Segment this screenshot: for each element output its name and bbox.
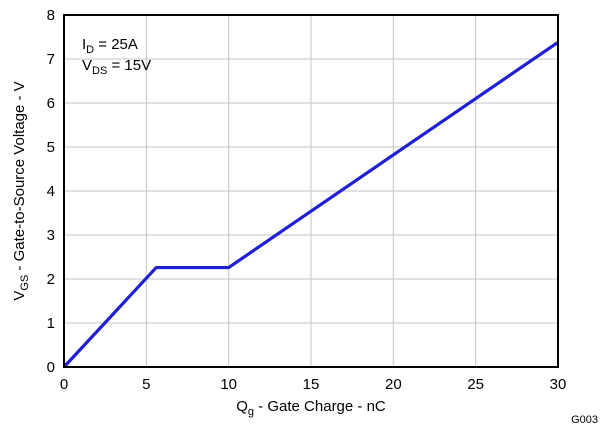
x-tick-label-30: 30 [550,376,567,393]
y-tick-label-2: 2 [47,271,55,288]
y-tick-label-8: 8 [47,7,55,24]
y-tick-label-3: 3 [47,227,55,244]
y-axis-title-rest: - Gate-to-Source Voltage - V [11,81,28,274]
annotation-vds-sub: DS [92,65,107,77]
x-tick-label-0: 0 [60,376,68,393]
x-tick-label-15: 15 [303,376,320,393]
y-tick-label-0: 0 [47,359,55,376]
annotation-id-rest: = 25A [94,36,138,53]
y-tick-labels: 0 1 2 3 4 5 6 7 8 [47,7,55,376]
annotation-vds: VDS = 15V [82,57,151,77]
x-axis-title-rest: - Gate Charge - nC [254,398,386,415]
annotation-id-sub: D [86,44,94,56]
y-tick-label-4: 4 [47,183,55,200]
x-tick-label-10: 10 [220,376,237,393]
y-axis-title-main: V [11,291,28,301]
series-line-0 [62,40,559,369]
y-tick-label-6: 6 [47,95,55,112]
x-tick-label-5: 5 [142,376,150,393]
annotation-vds-main: V [82,57,92,74]
annotation-vds-rest: = 15V [107,57,151,74]
y-axis-title: VGS - Gate-to-Source Voltage - V [11,81,31,300]
y-axis-title-sub: GS [19,275,31,291]
x-axis-title: Qg - Gate Charge - nC [236,398,386,418]
annotation-id-main: I [82,36,86,53]
plot-frame [63,14,559,368]
x-axis-title-main: Q [236,398,248,415]
x-tick-label-20: 20 [385,376,402,393]
figure-id: G003 [571,414,598,425]
y-tick-label-5: 5 [47,139,55,156]
x-axis-title-sub: g [248,406,254,418]
y-tick-label-1: 1 [47,315,55,332]
annotation-id: ID = 25A [82,36,138,56]
y-tick-label-7: 7 [47,51,55,68]
x-tick-labels: 0 5 10 15 20 25 30 [60,376,567,393]
series-layer [62,40,559,369]
x-tick-label-25: 25 [467,376,484,393]
